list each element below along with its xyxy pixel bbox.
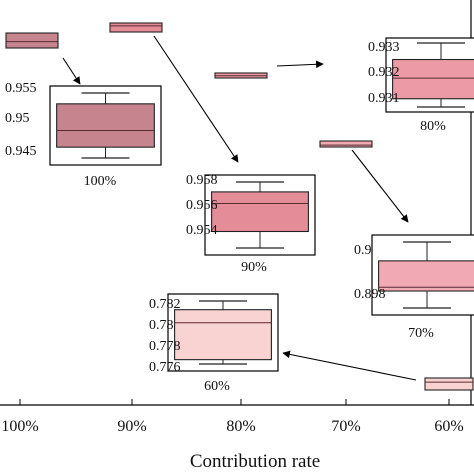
main-box-100pct [5, 32, 59, 49]
inset-80pct-box-iqr-box [392, 58, 474, 100]
x-axis-title: Contribution rate [190, 451, 320, 472]
zoom-arrow-80pct [276, 60, 324, 69]
inset-100pct-box [56, 92, 155, 159]
main-box-90pct-body [109, 22, 163, 33]
inset-90pct-box-iqr-box [211, 191, 309, 233]
inset-100pct: 0.955 0.95 0.945 100% [5, 81, 162, 189]
zoom-insets: 0.955 0.95 0.945 100% 0.958 0.956 0.954 90% 0.93… [5, 37, 474, 394]
main-box-80pct [214, 72, 268, 79]
zoom-arrow-100pct [62, 57, 81, 85]
inset-90pct-ytick-label: 0.958 [186, 173, 218, 188]
inset-60pct-box-iqr-box [174, 309, 272, 361]
x-tick-label-60pct: 60% [434, 418, 463, 435]
inset-80pct: 0.933 0.932 0.931 80% [368, 37, 474, 134]
zoom-arrow-90pct [153, 35, 239, 163]
x-tick-label-100pct: 100% [1, 418, 38, 435]
inset-70pct-label: 70% [408, 326, 434, 341]
inset-100pct-ytick-label: 0.955 [5, 81, 37, 96]
inset-80pct-box [392, 42, 474, 108]
x-tick-label-90pct: 90% [117, 418, 146, 435]
x-tick-label-80pct: 80% [226, 418, 255, 435]
main-box-60pct-body [424, 377, 474, 391]
main-box-100pct-body [5, 32, 59, 49]
inset-70pct: 0.9 0.898 70% [354, 234, 474, 341]
inset-60pct-ytick-label: 0.782 [149, 297, 181, 312]
inset-100pct-ytick-label: 0.95 [5, 111, 30, 126]
main-boxes [5, 22, 474, 391]
inset-80pct-ytick-label: 0.932 [368, 65, 400, 80]
inset-70pct-ytick-label: 0.898 [354, 287, 386, 302]
main-box-70pct-body [319, 140, 373, 148]
inset-60pct-box [174, 300, 272, 365]
zoom-arrow-60pct [282, 350, 417, 381]
inset-80pct-ytick-label: 0.933 [368, 40, 400, 55]
x-tick-label-70pct: 70% [331, 418, 360, 435]
inset-60pct-ytick-label: 0.778 [149, 339, 181, 354]
inset-90pct-ytick-label: 0.956 [186, 198, 218, 213]
inset-60pct: 0.782 0.78 0.778 0.776 60% [149, 293, 279, 394]
x-axis-ticks: 100% 90% 80% 70% 60% [1, 399, 464, 435]
inset-70pct-box-iqr-box [378, 260, 474, 292]
main-box-90pct [109, 22, 163, 33]
inset-100pct-label: 100% [84, 174, 117, 189]
inset-60pct-ytick-label: 0.776 [149, 360, 181, 375]
inset-90pct-box [211, 181, 309, 249]
zoom-arrows [62, 35, 417, 381]
inset-100pct-ytick-label: 0.945 [5, 144, 37, 159]
inset-90pct-ytick-label: 0.954 [186, 223, 218, 238]
inset-100pct-box-iqr-box [56, 103, 155, 148]
main-box-70pct [319, 140, 373, 148]
inset-90pct-label: 90% [241, 260, 267, 275]
zoom-arrow-70pct [351, 149, 409, 223]
inset-60pct-ytick-label: 0.78 [149, 318, 174, 333]
inset-90pct: 0.958 0.956 0.954 90% [186, 173, 316, 275]
inset-70pct-ytick-label: 0.9 [354, 243, 372, 258]
inset-60pct-label: 60% [204, 379, 230, 394]
inset-70pct-box [378, 241, 474, 309]
inset-80pct-ytick-label: 0.931 [368, 91, 400, 106]
inset-80pct-label: 80% [420, 119, 446, 134]
main-box-60pct [424, 377, 474, 391]
